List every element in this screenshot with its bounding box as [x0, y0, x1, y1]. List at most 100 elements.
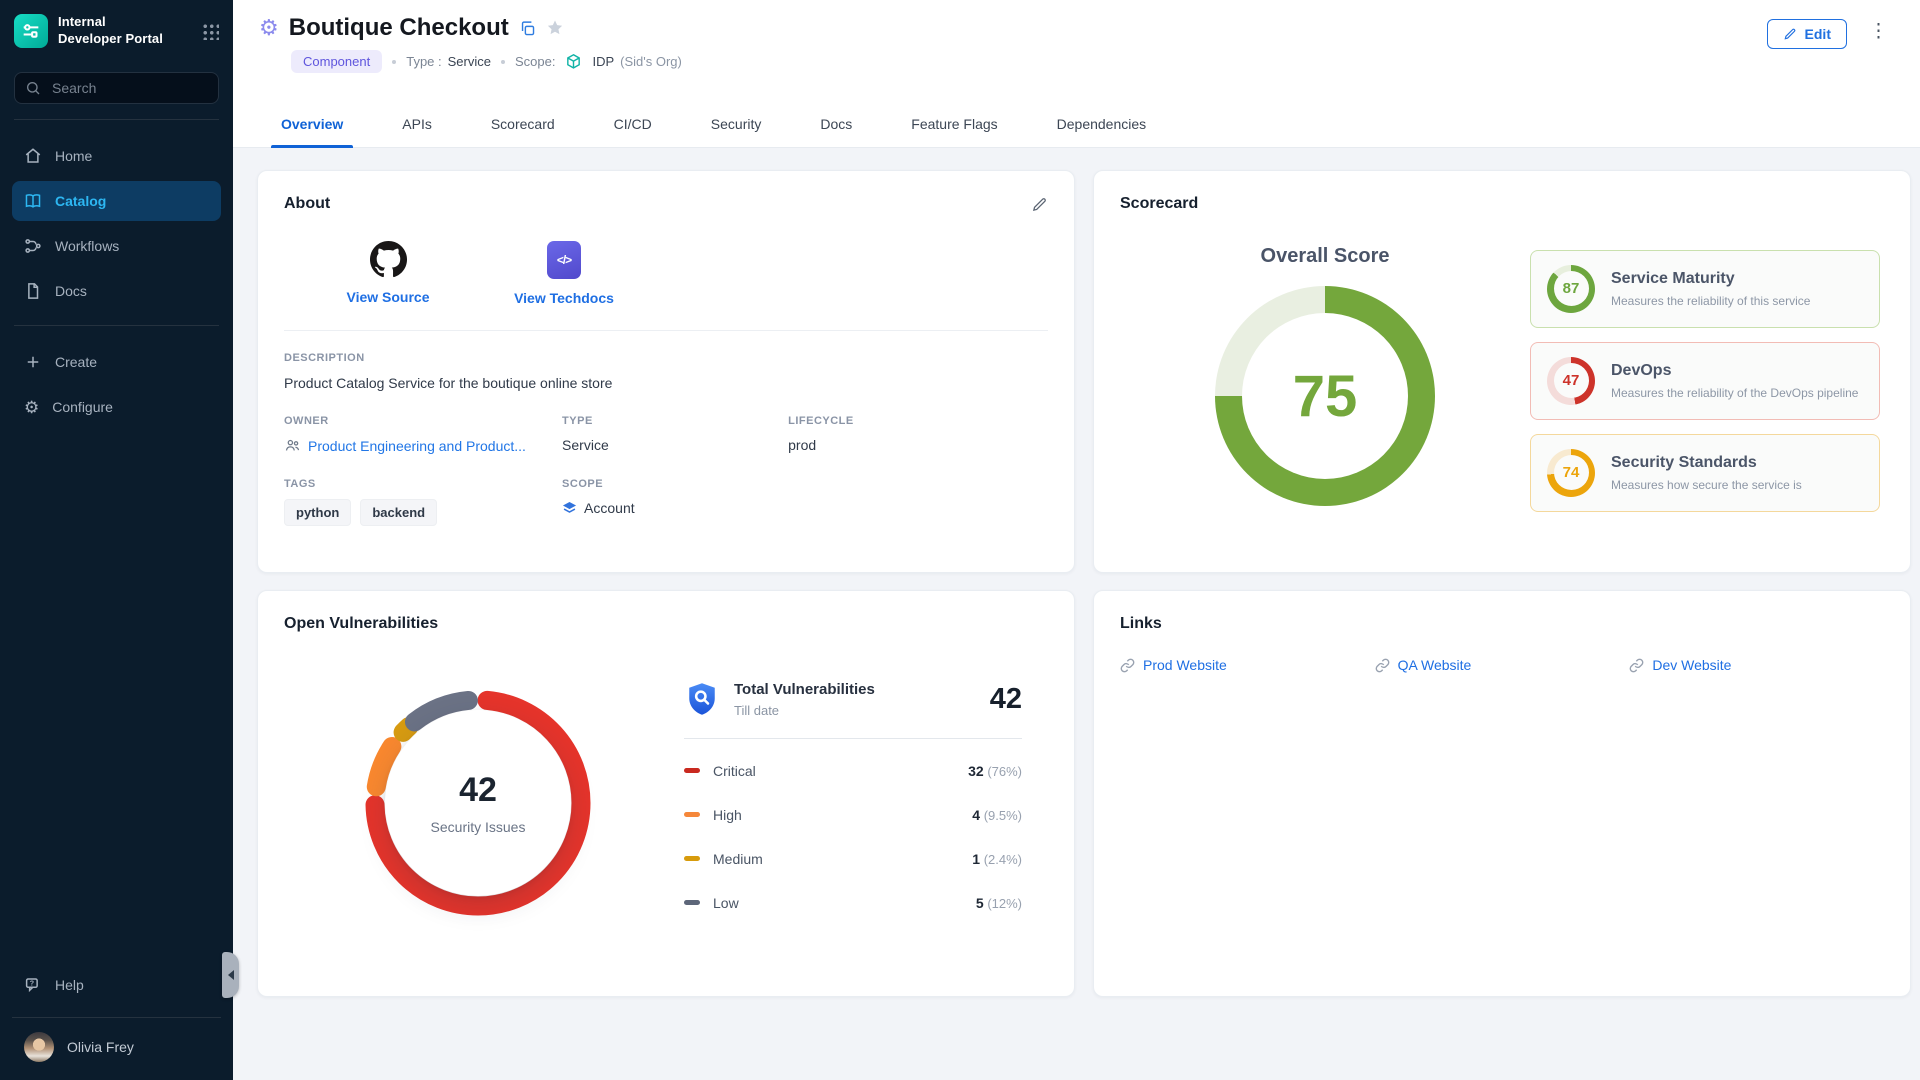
- portal-logo-icon: [14, 14, 48, 48]
- sidebar-item-workflows[interactable]: Workflows: [12, 226, 221, 266]
- tab-bar: Overview APIs Scorecard CI/CD Security D…: [233, 84, 1920, 148]
- user-name: Olivia Frey: [67, 1039, 134, 1055]
- tab-security[interactable]: Security: [701, 116, 772, 147]
- help-chat-icon: ?: [24, 976, 42, 994]
- user-row[interactable]: Olivia Frey: [12, 1018, 221, 1062]
- legend-row-critical: Critical 32 (76%): [684, 749, 1022, 793]
- tags-label: TAGS: [284, 478, 562, 490]
- legend-row-medium: Medium 1 (2.4%): [684, 837, 1022, 881]
- vulnerabilities-heading: Open Vulnerabilities: [284, 615, 438, 633]
- overall-score-title: Overall Score: [1261, 245, 1390, 268]
- sidebar-item-catalog[interactable]: Catalog: [12, 181, 221, 221]
- sidebar-item-docs[interactable]: Docs: [12, 271, 221, 311]
- logo-row: Internal Developer Portal: [0, 0, 233, 48]
- workflows-icon: [24, 237, 42, 255]
- legend-dash: [684, 812, 700, 817]
- lifecycle-value: prod: [788, 437, 1048, 453]
- tab-feature-flags[interactable]: Feature Flags: [901, 116, 1007, 147]
- links-heading: Links: [1120, 615, 1162, 633]
- sidebar-nav: Home Catalog Workflows: [0, 120, 233, 316]
- owner-label: OWNER: [284, 415, 562, 427]
- scorecard-item-devops[interactable]: 47 DevOps Measures the reliability of th…: [1530, 342, 1880, 420]
- link-chain-icon: [1120, 658, 1135, 673]
- scope-value: IDP: [592, 54, 614, 69]
- legend-dash: [684, 856, 700, 861]
- view-source-link[interactable]: View Source: [332, 241, 444, 306]
- score-ring: 47: [1547, 357, 1595, 405]
- techdocs-icon: </>: [547, 241, 581, 279]
- component-gear-icon: ⚙: [259, 17, 279, 39]
- entity-meta-row: Component Type : Service Scope: IDP (Sid…: [291, 50, 682, 73]
- lifecycle-label: LIFECYCLE: [788, 415, 1048, 427]
- star-icon[interactable]: [546, 19, 564, 37]
- search-icon: [25, 80, 41, 96]
- github-icon: [370, 241, 407, 278]
- cube-icon: [565, 53, 582, 70]
- dot-separator: [392, 60, 396, 64]
- link-chain-icon: [1375, 658, 1390, 673]
- legend-row-low: Low 5 (12%): [684, 881, 1022, 925]
- tab-dependencies[interactable]: Dependencies: [1047, 116, 1157, 147]
- scorecard-item-security-standards[interactable]: 74 Security Standards Measures how secur…: [1530, 434, 1880, 512]
- tab-overview[interactable]: Overview: [271, 116, 353, 147]
- scorecard-heading: Scorecard: [1120, 195, 1198, 213]
- chevron-left-icon: [228, 970, 234, 980]
- sidebar-item-label: Create: [55, 354, 97, 370]
- pencil-icon: [1783, 27, 1797, 41]
- divider: [284, 330, 1048, 331]
- tab-scorecard[interactable]: Scorecard: [481, 116, 565, 147]
- sidebar-item-label: Home: [55, 148, 92, 164]
- more-options-icon[interactable]: ⋮: [1863, 19, 1894, 46]
- legend-dash: [684, 768, 700, 773]
- copy-icon[interactable]: [519, 20, 536, 37]
- scope-org: (Sid's Org): [620, 54, 682, 69]
- shield-scan-icon: [684, 681, 720, 717]
- type-field-value: Service: [562, 437, 788, 453]
- sidebar-collapse-handle[interactable]: [222, 952, 239, 998]
- tab-docs[interactable]: Docs: [810, 116, 862, 147]
- svg-text:?: ?: [30, 979, 34, 987]
- about-heading: About: [284, 195, 330, 213]
- docs-icon: [24, 282, 42, 300]
- prod-website-link[interactable]: Prod Website: [1120, 657, 1375, 673]
- scope-field-value: Account: [584, 500, 635, 516]
- catalog-book-icon: [24, 192, 42, 210]
- sidebar-item-create[interactable]: Create: [12, 342, 221, 382]
- search-input[interactable]: [50, 79, 208, 97]
- gear-icon: ⚙: [24, 399, 39, 416]
- overall-score-ring: 75: [1215, 286, 1435, 506]
- app-grid-icon[interactable]: [201, 22, 219, 40]
- sidebar-item-help[interactable]: ? Help: [12, 965, 221, 1005]
- scorecard-card: Scorecard Overall Score 75 87: [1093, 170, 1911, 573]
- tag-pill[interactable]: python: [284, 499, 351, 526]
- score-ring: 74: [1547, 449, 1595, 497]
- legend-dash: [684, 900, 700, 905]
- scope-label: Scope:: [515, 54, 555, 69]
- description-text: Product Catalog Service for the boutique…: [284, 375, 1048, 391]
- view-techdocs-link[interactable]: </> View Techdocs: [508, 241, 620, 306]
- tab-apis[interactable]: APIs: [392, 116, 442, 147]
- security-issues-label: Security Issues: [431, 819, 526, 835]
- type-field-label: TYPE: [562, 415, 788, 427]
- type-value: Service: [448, 54, 491, 69]
- tag-pill[interactable]: backend: [360, 499, 437, 526]
- score-ring: 87: [1547, 265, 1595, 313]
- description-label: DESCRIPTION: [284, 352, 1048, 364]
- tab-cicd[interactable]: CI/CD: [604, 116, 662, 147]
- vulnerabilities-donut: 42 Security Issues: [356, 681, 600, 925]
- qa-website-link[interactable]: QA Website: [1375, 657, 1630, 673]
- scorecard-item-service-maturity[interactable]: 87 Service Maturity Measures the reliabi…: [1530, 250, 1880, 328]
- sidebar-item-label: Catalog: [55, 193, 106, 209]
- sidebar-actions: Create ⚙ Configure: [0, 326, 233, 432]
- app-root: Internal Developer Portal Home: [0, 0, 1920, 1080]
- edit-about-pencil-icon[interactable]: [1031, 196, 1048, 213]
- sidebar-item-configure[interactable]: ⚙ Configure: [12, 387, 221, 427]
- sidebar-item-label: Docs: [55, 283, 87, 299]
- sidebar-search[interactable]: [14, 72, 219, 104]
- sidebar-item-home[interactable]: Home: [12, 136, 221, 176]
- dev-website-link[interactable]: Dev Website: [1629, 657, 1884, 673]
- edit-button[interactable]: Edit: [1767, 19, 1847, 49]
- home-icon: [24, 147, 42, 165]
- account-layers-icon: [562, 501, 577, 516]
- owner-link[interactable]: Product Engineering and Product...: [308, 438, 526, 454]
